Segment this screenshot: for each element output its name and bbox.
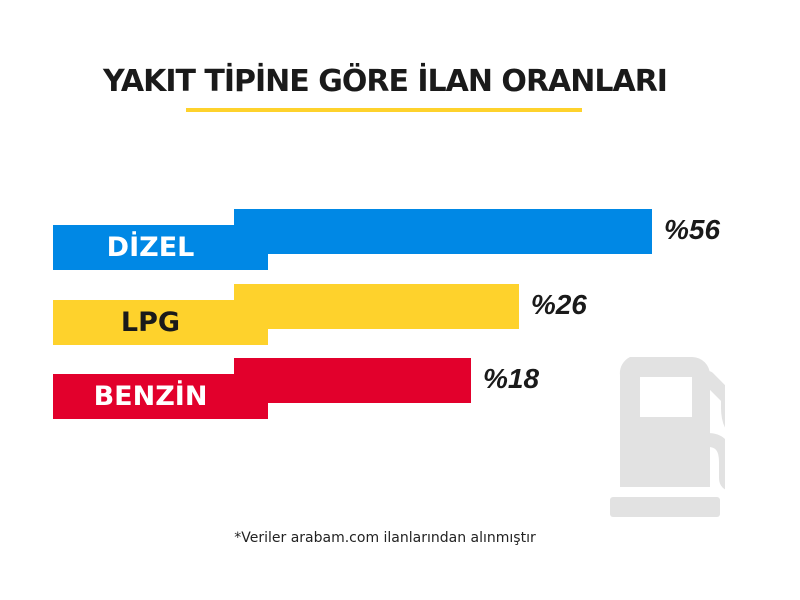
bar-2 bbox=[234, 358, 471, 403]
bar-1 bbox=[234, 284, 519, 329]
value-label: %26 bbox=[530, 289, 587, 320]
value-label: %56 bbox=[664, 214, 721, 245]
bar-0 bbox=[234, 209, 652, 254]
title-underline bbox=[186, 108, 582, 112]
category-label: DİZEL bbox=[53, 225, 268, 270]
fuel-pump-icon bbox=[610, 357, 725, 517]
category-label: LPG bbox=[53, 300, 268, 345]
category-label: BENZİN bbox=[53, 374, 268, 419]
footnote: *Veriler arabam.com ilanlarından alınmış… bbox=[234, 530, 536, 546]
value-label: %18 bbox=[482, 363, 540, 394]
chart-title: YAKIT TİPİNE GÖRE İLAN ORANLARI bbox=[103, 64, 668, 99]
